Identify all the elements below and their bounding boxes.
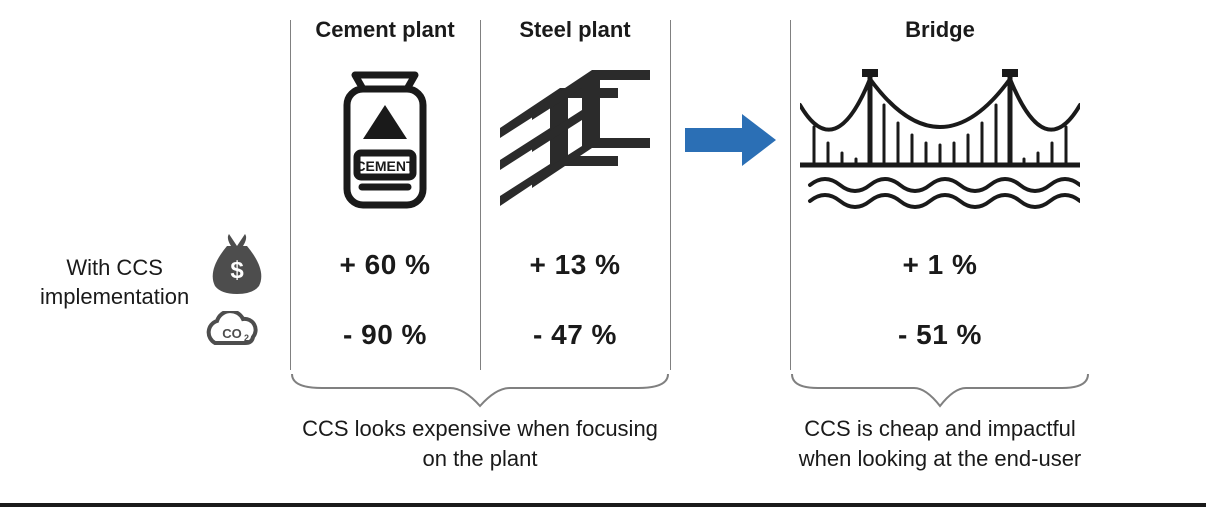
caption-left-line1: CCS looks expensive when focusing: [302, 416, 658, 441]
cement-co2-value: - 90 %: [290, 300, 480, 370]
caption-right-line1: CCS is cheap and impactful: [804, 416, 1075, 441]
bridge-icon: [790, 50, 1090, 230]
spacer: [10, 10, 290, 50]
arrow-right-icon: [670, 50, 790, 230]
spacer: [10, 50, 290, 230]
brace-right: [790, 372, 1090, 412]
sidebar-cost-row: With CCS implementation $: [10, 230, 290, 300]
infographic-grid: Cement plant Steel plant Bridge CEMENT: [10, 10, 1090, 370]
cement-bag-icon: CEMENT: [290, 50, 480, 230]
svg-text:$: $: [230, 257, 244, 284]
money-bag-icon: $: [209, 232, 265, 299]
spacer: [670, 300, 790, 370]
ccs-label-line2: implementation: [40, 284, 189, 309]
caption-right-line2: when looking at the end-user: [799, 446, 1082, 471]
header-steel: Steel plant: [480, 10, 670, 50]
brace-left: [290, 372, 670, 412]
svg-text:CEMENT: CEMENT: [355, 158, 415, 174]
cement-cost-value: + 60 %: [290, 230, 480, 300]
svg-text:2: 2: [244, 333, 249, 343]
bridge-co2-value: - 51 %: [790, 300, 1090, 370]
divider: [480, 20, 481, 370]
bridge-cost-value: + 1 %: [790, 230, 1090, 300]
divider: [290, 20, 291, 370]
caption-left: CCS looks expensive when focusing on the…: [290, 414, 670, 473]
header-bridge: Bridge: [790, 10, 1090, 50]
caption-right: CCS is cheap and impactful when looking …: [790, 414, 1090, 473]
steel-co2-value: - 47 %: [480, 300, 670, 370]
co2-cloud-icon: CO 2: [201, 311, 265, 360]
svg-text:CO: CO: [222, 326, 242, 341]
ccs-label-line1: With CCS: [66, 255, 163, 280]
divider: [670, 20, 671, 370]
divider: [790, 20, 791, 370]
spacer: [670, 10, 790, 50]
bottom-rule: [0, 503, 1206, 507]
ccs-label: With CCS implementation: [40, 254, 189, 311]
caption-left-line2: on the plant: [423, 446, 538, 471]
steel-cost-value: + 13 %: [480, 230, 670, 300]
header-cement: Cement plant: [290, 10, 480, 50]
steel-beams-icon: [480, 50, 670, 230]
spacer: [670, 230, 790, 300]
